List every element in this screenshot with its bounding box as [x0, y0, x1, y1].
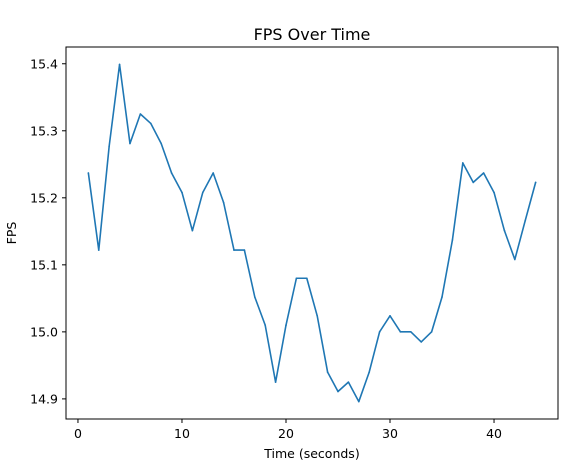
y-tick-label: 15.1: [30, 257, 58, 272]
data-point: [399, 331, 402, 333]
data-point: [170, 172, 173, 174]
data-point: [129, 142, 131, 145]
data-point: [243, 249, 246, 251]
data-point: [347, 381, 350, 383]
data-point: [472, 181, 475, 184]
data-point: [295, 277, 298, 280]
fps-series-line: [87, 63, 537, 403]
y-axis: 14.9 15.0 15.1 15.2 15.3 15.4: [30, 56, 66, 406]
data-point: [503, 229, 506, 232]
data-point: [493, 191, 495, 194]
data-point: [97, 249, 100, 251]
data-point: [305, 277, 308, 280]
plot-area-frame: [65, 46, 559, 420]
y-tick-label: 15.0: [30, 324, 58, 339]
data-point: [410, 331, 412, 333]
data-point: [191, 229, 194, 232]
data-point: [160, 142, 162, 145]
data-point: [430, 331, 433, 333]
y-tick-label: 15.2: [30, 190, 58, 205]
data-point: [358, 400, 360, 403]
y-axis-label: FPS: [4, 222, 19, 245]
y-tick-label: 15.3: [30, 123, 58, 138]
x-tick-label: 40: [486, 426, 502, 441]
data-point: [524, 219, 527, 222]
data-point: [534, 181, 537, 184]
data-point: [337, 390, 339, 393]
x-tick-label: 20: [278, 426, 294, 441]
data-point: [514, 258, 516, 261]
data-point: [274, 381, 277, 383]
data-point: [264, 324, 266, 326]
x-axis-label: Time (seconds): [263, 446, 359, 461]
data-point: [87, 172, 90, 174]
data-point: [482, 172, 485, 174]
data-point: [181, 191, 183, 194]
chart-title: FPS Over Time: [254, 25, 371, 44]
data-point: [118, 63, 121, 66]
data-point: [139, 113, 142, 115]
y-tick-label: 15.4: [30, 56, 58, 71]
data-point: [212, 172, 214, 174]
data-point: [389, 314, 391, 317]
data-point: [285, 324, 287, 326]
data-point: [441, 296, 443, 298]
y-tick-label: 14.9: [30, 391, 58, 406]
x-tick-label: 30: [382, 426, 398, 441]
x-tick-label: 0: [74, 426, 82, 441]
data-point: [149, 122, 152, 125]
data-point: [316, 314, 319, 317]
data-point: [326, 371, 329, 373]
data-point: [368, 371, 371, 373]
data-point: [108, 145, 110, 147]
data-point: [233, 249, 235, 251]
x-axis: 0 10 20 30 40: [74, 419, 502, 441]
data-point: [222, 201, 225, 204]
data-point: [451, 239, 454, 241]
data-point: [201, 191, 204, 194]
data-point: [378, 331, 381, 333]
x-tick-label: 10: [174, 426, 190, 441]
data-point: [253, 296, 256, 298]
data-point: [420, 341, 423, 343]
fps-series-points: [87, 63, 537, 403]
data-point: [462, 162, 464, 164]
